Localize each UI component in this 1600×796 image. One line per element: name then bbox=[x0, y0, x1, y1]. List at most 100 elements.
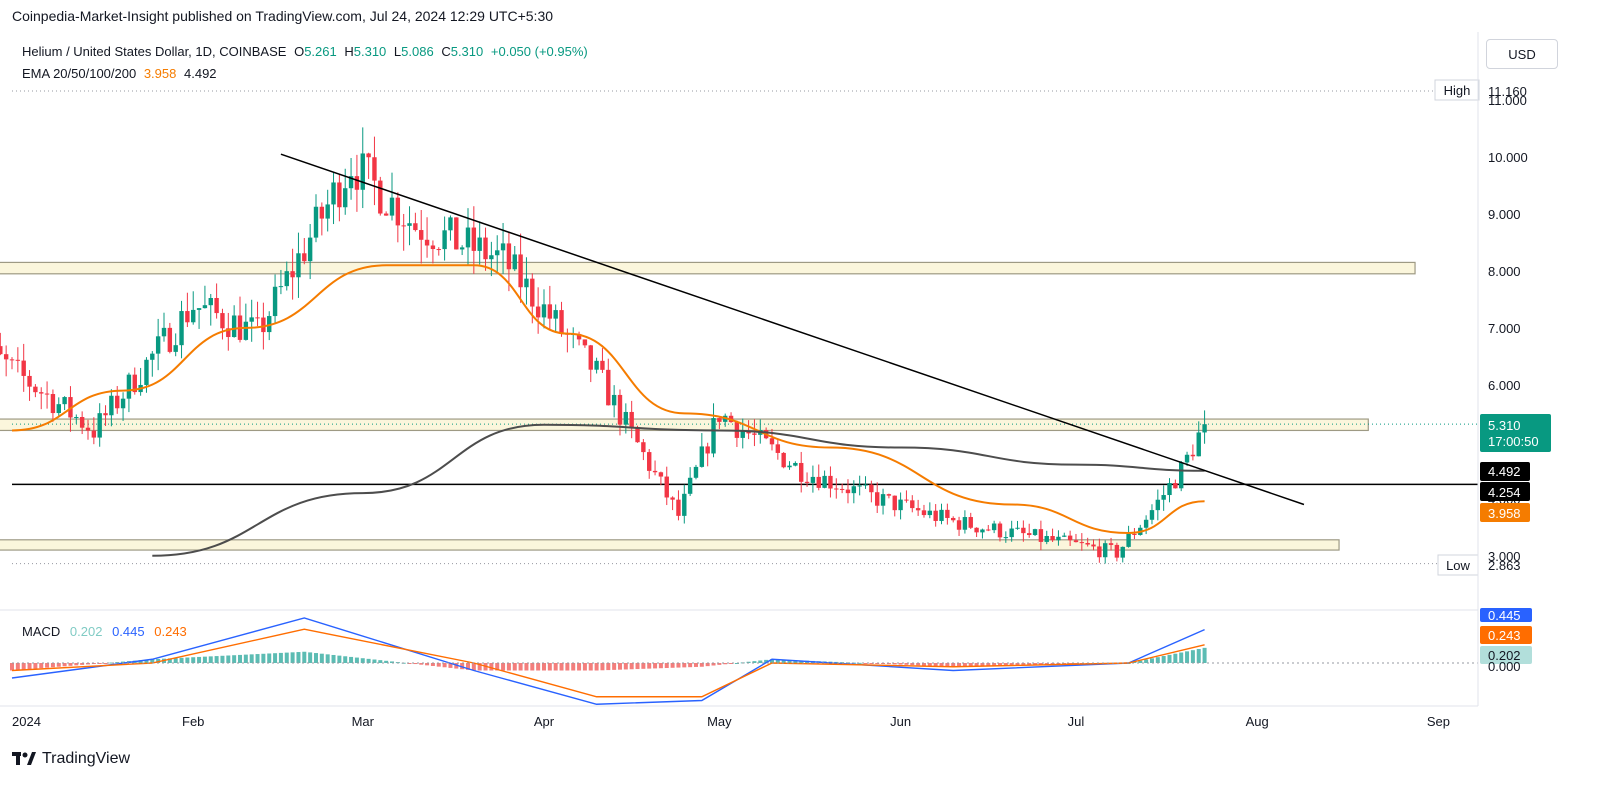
candle-body bbox=[27, 375, 32, 387]
macd-hist-bar bbox=[21, 663, 26, 670]
macd-hist-bar bbox=[267, 653, 272, 663]
macd-hist-bar bbox=[617, 663, 622, 670]
candle-body bbox=[962, 517, 968, 530]
open-label: O bbox=[294, 44, 305, 59]
last-price-tag: 5.310 17:00:50 bbox=[1480, 414, 1551, 452]
macd-hist-bar bbox=[413, 663, 418, 665]
macd-hist-bar bbox=[664, 663, 669, 668]
candle-body bbox=[1103, 543, 1108, 558]
candle-body bbox=[839, 488, 845, 490]
close-value: 5.310 bbox=[450, 44, 484, 59]
candle-body bbox=[0, 346, 3, 355]
macd-hist-bar bbox=[968, 663, 973, 667]
candle-body bbox=[547, 304, 553, 319]
tradingview-logo-icon bbox=[12, 752, 36, 765]
zone-1 bbox=[0, 418, 1369, 432]
low-label: L bbox=[393, 44, 402, 59]
macd-hist-bar bbox=[1056, 663, 1061, 665]
macd-hist-bar bbox=[384, 660, 389, 663]
macd-hist-bar bbox=[1149, 658, 1154, 663]
macd-value: 0.445 bbox=[112, 624, 145, 639]
macd-hist-bar bbox=[512, 663, 517, 671]
candle-body bbox=[167, 327, 173, 352]
candle-body bbox=[191, 309, 196, 323]
macd-hist-bar bbox=[723, 663, 728, 665]
candle-body bbox=[875, 492, 880, 506]
candle-body bbox=[991, 523, 997, 531]
candle-body bbox=[150, 353, 155, 360]
candle-body bbox=[115, 395, 120, 409]
candle-body bbox=[939, 509, 944, 521]
macd-hist-bar bbox=[787, 659, 792, 663]
macd-hist-bar bbox=[68, 663, 73, 666]
macd-hist-bar bbox=[354, 657, 359, 663]
macd-hist-bar bbox=[547, 663, 552, 671]
macd-hist-bar bbox=[1050, 663, 1055, 665]
macd-hist-bar bbox=[892, 663, 897, 665]
candle-body bbox=[1120, 546, 1125, 558]
ema-value-gray: 4.492 bbox=[184, 66, 217, 81]
macd-hist-bar bbox=[600, 663, 605, 671]
macd-hist-bar bbox=[863, 663, 868, 664]
macd-hist-bar bbox=[85, 663, 90, 665]
macd-hist-bar bbox=[1196, 649, 1201, 663]
macd-hist-bar bbox=[962, 663, 967, 667]
candle-body bbox=[278, 286, 284, 288]
macd-hist-bar bbox=[623, 663, 628, 670]
macd-hist-bar bbox=[506, 663, 511, 671]
macd-hist-bar bbox=[378, 660, 383, 663]
candle-body bbox=[79, 417, 85, 428]
macd-hist-bar bbox=[1202, 647, 1207, 663]
macd-hist-bar bbox=[74, 663, 79, 666]
macd-hist-bar bbox=[974, 663, 979, 667]
macd-hist-bar bbox=[758, 660, 763, 663]
currency-button[interactable]: USD bbox=[1486, 39, 1558, 69]
macd-hist-bar bbox=[197, 656, 202, 663]
candle-body bbox=[395, 197, 401, 226]
candle-body bbox=[588, 345, 593, 370]
macd-hist-bar bbox=[781, 659, 786, 663]
candle-body bbox=[799, 462, 804, 482]
macd-hist-bar bbox=[273, 653, 278, 663]
low-tag-value: 2.863 bbox=[1488, 558, 1521, 573]
macd-hist-bar bbox=[658, 663, 663, 669]
candle-body bbox=[372, 157, 377, 181]
candle-body bbox=[617, 394, 623, 425]
candle-body bbox=[261, 317, 266, 333]
price-tick-label: 11.000 bbox=[1488, 93, 1527, 108]
candle-body bbox=[670, 497, 675, 500]
macd-hist-bar bbox=[1167, 654, 1172, 663]
candle-body bbox=[249, 317, 254, 322]
candle-body bbox=[553, 310, 558, 319]
macd-hist-bar bbox=[319, 653, 324, 663]
candle-body bbox=[810, 476, 816, 483]
macd-hist-bar bbox=[121, 661, 126, 663]
time-tick-label: Jul bbox=[1068, 714, 1085, 729]
candle-body bbox=[1114, 544, 1120, 558]
time-tick-label: Mar bbox=[352, 714, 375, 729]
macd-hist-bar bbox=[331, 654, 336, 663]
macd-hist-bar bbox=[541, 663, 546, 671]
candle-body bbox=[389, 197, 395, 216]
candle-body bbox=[535, 306, 541, 318]
macd-hist-bar bbox=[109, 662, 114, 664]
candle-body bbox=[1184, 454, 1190, 463]
candle-body bbox=[828, 475, 833, 489]
macd-hist-bar bbox=[775, 659, 780, 663]
ema-orange-tag-value: 3.958 bbox=[1488, 506, 1521, 521]
candle-body bbox=[1202, 424, 1207, 433]
tradingview-logo[interactable]: TradingView bbox=[12, 750, 130, 768]
candle-body bbox=[898, 499, 903, 511]
macd-hist-bar bbox=[419, 663, 424, 665]
macd-hist-bar bbox=[1038, 663, 1043, 665]
price-tick-label: 6.000 bbox=[1488, 378, 1521, 393]
macd-hist-bar bbox=[594, 663, 599, 671]
macd-hist-bar bbox=[1185, 651, 1190, 663]
candle-body bbox=[1009, 528, 1014, 538]
macd-hist-bar bbox=[635, 663, 640, 670]
close-label: C bbox=[441, 44, 451, 59]
macd-hist-bar bbox=[56, 663, 61, 667]
price-tick-label: 8.000 bbox=[1488, 264, 1521, 279]
candle-body bbox=[1003, 537, 1009, 539]
